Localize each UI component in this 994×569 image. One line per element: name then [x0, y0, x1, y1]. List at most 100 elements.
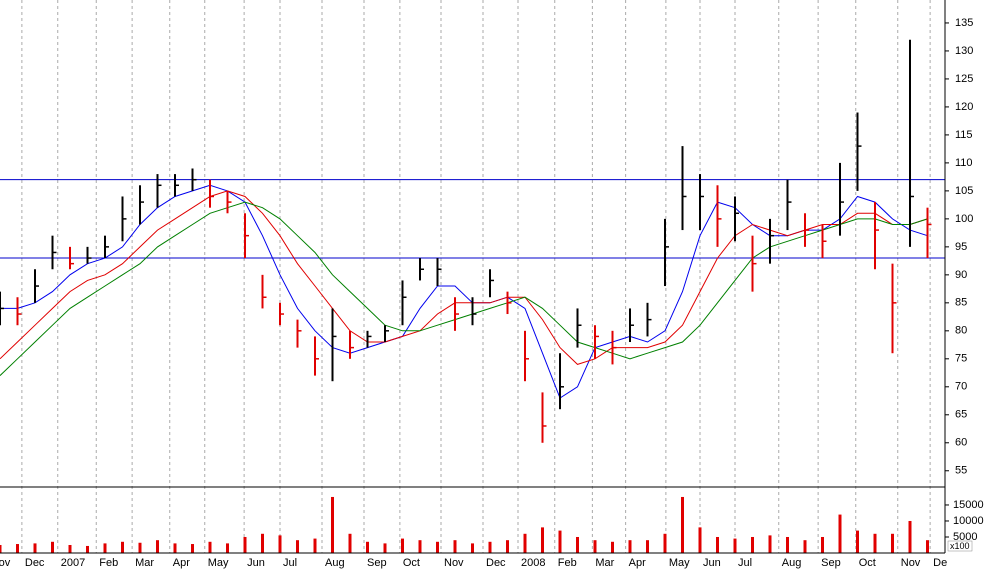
- x-tick-label: Mar: [135, 557, 154, 569]
- volume-bar: [733, 538, 737, 553]
- x-tick-label: Oct: [403, 557, 420, 569]
- volume-bar: [541, 527, 544, 553]
- grid-layer: [21, 0, 931, 553]
- x-tick-label: De: [933, 557, 947, 569]
- x-tick-label: Dec: [25, 557, 45, 569]
- volume-bar: [873, 533, 877, 553]
- y-tick-label: 110: [955, 157, 973, 169]
- y-tick-label: 135: [955, 17, 973, 29]
- volume-bar: [51, 541, 54, 553]
- x-tick-label: Aug: [325, 557, 345, 569]
- x-tick-label: Jun: [247, 557, 265, 569]
- y-tick-label: 130: [955, 45, 973, 57]
- volume-bar: [138, 542, 142, 553]
- volume-bar: [313, 538, 317, 553]
- x-tick-label: 2008: [521, 557, 545, 569]
- volume-bar: [786, 536, 789, 553]
- volume-bar: [926, 540, 929, 553]
- x-tick-label: Apr: [173, 557, 190, 569]
- volume-bar: [628, 540, 632, 553]
- x-tick-label: Nov: [444, 557, 464, 569]
- x-tick-label: Jul: [283, 557, 297, 569]
- volume-bar: [261, 533, 264, 553]
- volume-bar: [0, 544, 2, 553]
- volume-tick-label: 15000: [953, 499, 984, 511]
- volume-bar: [191, 544, 194, 553]
- unit-box: [947, 540, 973, 552]
- moving-average: [0, 190, 928, 365]
- volume-bar: [436, 541, 439, 553]
- volume-bar: [716, 536, 719, 553]
- y-tick-label: 70: [955, 381, 967, 393]
- volume-bar: [348, 533, 352, 553]
- volume-bar: [156, 540, 159, 553]
- moving-average: [0, 201, 928, 376]
- volume-bar: [418, 540, 422, 553]
- y-tick-label: 55: [955, 465, 967, 477]
- volume-bar: [891, 533, 894, 553]
- x-tick-label: Dec: [486, 557, 506, 569]
- volume-bar: [401, 538, 404, 553]
- volume-bar: [663, 533, 667, 553]
- volume-bar: [558, 530, 562, 553]
- volume-bar: [471, 543, 474, 553]
- x-tick-label: Jun: [703, 557, 721, 569]
- y-tick-label: 120: [955, 101, 973, 113]
- volume-bar: [208, 541, 212, 553]
- volume-unit-label: x100: [950, 541, 970, 551]
- volume-bar: [908, 520, 912, 553]
- x-tick-label: ov: [0, 557, 11, 569]
- x-tick-label: Jul: [738, 557, 752, 569]
- y-tick-label: 80: [955, 325, 967, 337]
- x-tick-label: Mar: [595, 557, 614, 569]
- x-tick-label: Sep: [367, 557, 387, 569]
- volume-bar: [331, 496, 334, 553]
- x-tick-label: Feb: [99, 557, 118, 569]
- volume-bar: [383, 543, 387, 553]
- volume-tick-label: 10000: [953, 515, 984, 527]
- y-tick-label: 115: [955, 129, 973, 141]
- volume-bar: [838, 514, 842, 553]
- y-tick-label: 105: [955, 185, 973, 197]
- volume-bar: [698, 527, 702, 553]
- volume-bar: [488, 541, 492, 553]
- x-tick-label: Sep: [821, 557, 841, 569]
- x-tick-label: Oct: [859, 557, 876, 569]
- volume-bar: [68, 544, 72, 553]
- y-tick-label: 60: [955, 437, 967, 449]
- x-tick-label: Feb: [558, 557, 577, 569]
- x-tick-label: May: [208, 557, 229, 569]
- volume-bar: [103, 543, 107, 553]
- plot-layer: [0, 39, 945, 553]
- y-tick-label: 85: [955, 297, 967, 309]
- volume-bar: [226, 543, 229, 553]
- x-tick-label: May: [669, 557, 690, 569]
- y-tick-label: 125: [955, 73, 973, 85]
- volume-bar: [646, 540, 649, 553]
- volume-bar: [506, 540, 509, 553]
- x-tick-label: Aug: [782, 557, 802, 569]
- volume-bar: [803, 540, 807, 553]
- volume-bar: [33, 543, 37, 553]
- volume-bar: [453, 540, 457, 553]
- volume-bar: [751, 536, 754, 553]
- volume-bar: [86, 545, 89, 553]
- volume-bar: [681, 496, 684, 553]
- volume-bar: [593, 540, 597, 553]
- y-tick-label: 100: [955, 213, 973, 225]
- volume-bar: [366, 541, 369, 553]
- volume-bar: [121, 541, 124, 553]
- volume-bar: [243, 536, 247, 553]
- x-tick-label: Nov: [901, 557, 921, 569]
- volume-bar: [173, 543, 177, 553]
- volume-bar: [768, 535, 772, 553]
- volume-bar: [821, 536, 824, 553]
- y-tick-label: 95: [955, 241, 967, 253]
- x-tick-label: 2007: [61, 557, 85, 569]
- volume-bar: [611, 541, 614, 553]
- volume-bar: [523, 533, 527, 553]
- volume-bar: [296, 540, 299, 553]
